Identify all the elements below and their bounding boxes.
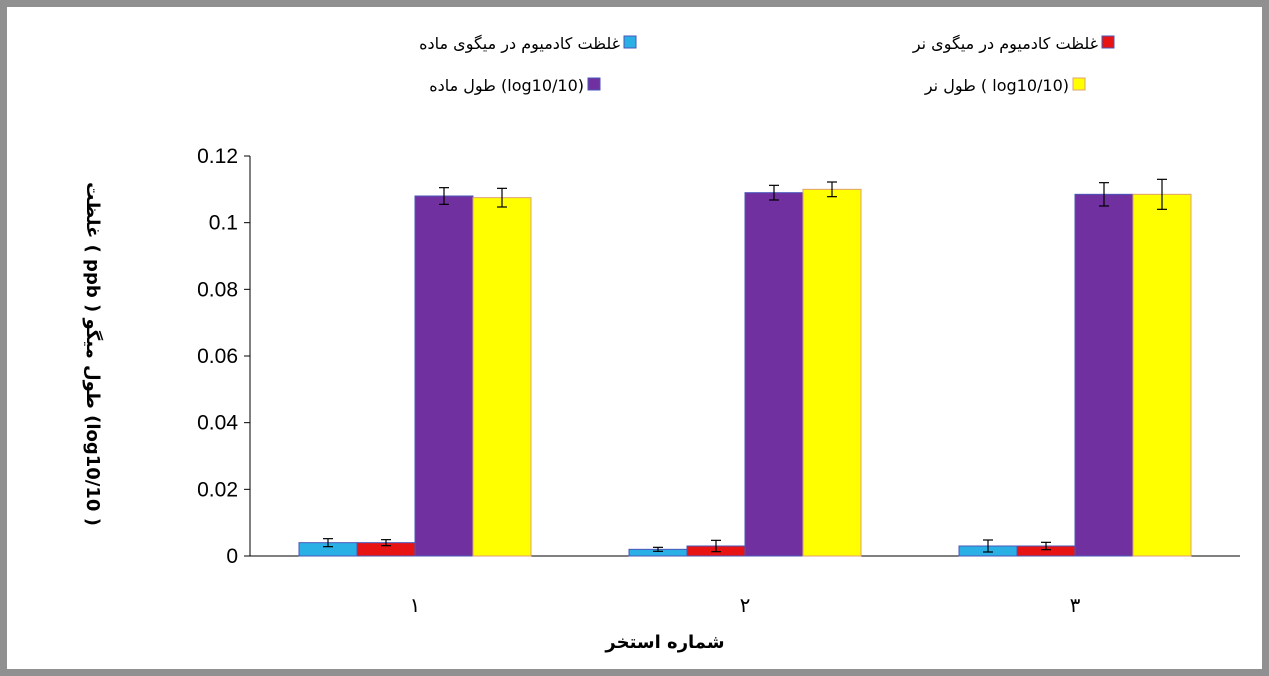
error-bar bbox=[323, 538, 333, 548]
y-tick-label: 0 bbox=[226, 545, 238, 568]
legend-swatch bbox=[1072, 77, 1086, 91]
y-axis: 0 0.02 0.04 0.06 0.08 0.1 0.12 bbox=[197, 145, 251, 568]
error-bar bbox=[1099, 182, 1109, 207]
legend-entry: طول ماده (log10/10) bbox=[429, 76, 601, 96]
legend-swatch bbox=[623, 35, 637, 49]
x-category-label: ۳ bbox=[1070, 593, 1081, 617]
error-bar bbox=[497, 187, 507, 208]
error-bar bbox=[769, 184, 779, 201]
bar bbox=[802, 188, 862, 557]
y-tick-label: 0.04 bbox=[197, 412, 238, 435]
y-tick-label: 0.1 bbox=[209, 212, 238, 235]
legend-label: طول ماده (log10/10) bbox=[429, 76, 584, 96]
error-bar bbox=[381, 539, 391, 547]
legend-swatch bbox=[587, 77, 601, 91]
legend-swatch bbox=[1101, 35, 1115, 49]
error-bar bbox=[439, 187, 449, 205]
bar bbox=[1132, 193, 1192, 557]
error-bar bbox=[827, 181, 837, 198]
legend-label: غلظت کادمیوم در میگوی نر bbox=[912, 34, 1098, 54]
error-bar bbox=[1157, 178, 1167, 210]
legend: غلظت کادمیوم در میگوی ماده غلظت کادمیوم د… bbox=[419, 34, 1115, 96]
legend-entry: طول نر ( log10/10) bbox=[924, 76, 1086, 96]
y-tick-label: 0.02 bbox=[197, 478, 238, 501]
error-bar bbox=[711, 539, 721, 553]
error-bar bbox=[1041, 541, 1051, 551]
legend-label: غلظت کادمیوم در میگوی ماده bbox=[419, 34, 620, 54]
error-bar bbox=[653, 546, 663, 552]
bars bbox=[298, 188, 1192, 557]
bar bbox=[472, 197, 532, 557]
bar bbox=[744, 192, 804, 557]
y-tick-label: 0.08 bbox=[197, 278, 238, 301]
legend-entry: غلظت کادمیوم در میگوی ماده bbox=[419, 34, 637, 54]
legend-entry: غلظت کادمیوم در میگوی نر bbox=[912, 34, 1115, 54]
bar bbox=[1074, 193, 1134, 557]
y-tick-label: 0.06 bbox=[197, 345, 238, 368]
bar-chart: غلظت کادمیوم در میگوی ماده غلظت کادمیوم د… bbox=[82, 34, 1240, 653]
y-tick-label: 0.12 bbox=[197, 145, 238, 168]
x-axis-title: شماره استخر bbox=[604, 632, 724, 653]
error-bars bbox=[323, 178, 1167, 553]
x-axis: ۱ ۲ ۳ bbox=[250, 555, 1240, 617]
error-bar bbox=[983, 539, 993, 553]
bar bbox=[414, 195, 474, 557]
legend-label: طول نر ( log10/10) bbox=[924, 76, 1069, 96]
x-category-label: ۱ bbox=[410, 593, 421, 617]
y-axis-title: غلظت ( ppb ) طول میگو (log10/10 ) bbox=[82, 182, 104, 526]
x-category-label: ۲ bbox=[740, 593, 751, 617]
